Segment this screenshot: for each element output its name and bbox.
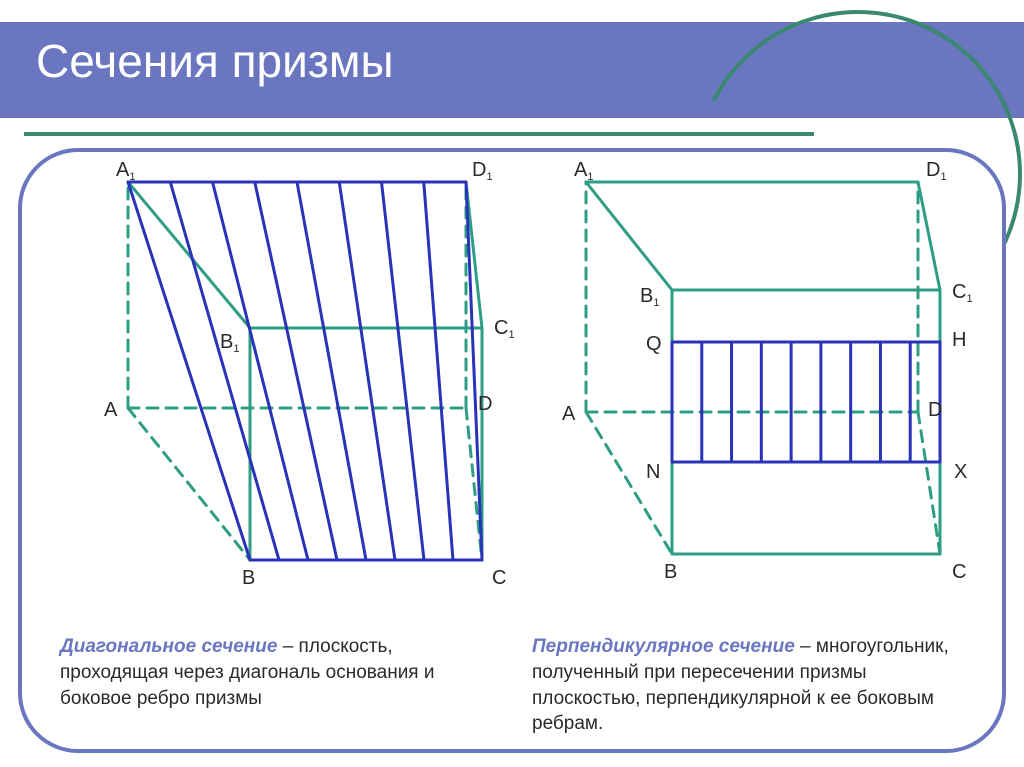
svg-text:A: A [562, 403, 576, 425]
caption-perpendicular-lead: Перпендикулярное сечение [532, 636, 795, 657]
prisms-svg: A B C D A1 B1 C1 D1 A B C D A1 B1 C1 D1 Q H N X [22, 150, 1002, 590]
svg-text:H: H [952, 329, 966, 351]
svg-text:D: D [928, 399, 942, 421]
page-title: Сечения призмы [36, 34, 394, 88]
svg-text:A: A [104, 399, 118, 421]
svg-text:Q: Q [646, 333, 662, 355]
svg-text:B: B [242, 567, 255, 589]
svg-text:C1: C1 [952, 281, 973, 305]
header-rule [24, 132, 814, 136]
caption-perpendicular: Перпендикулярное сечение – многоугольник… [532, 634, 964, 737]
caption-diagonal-lead: Диагональное сечение [60, 636, 277, 657]
svg-text:X: X [954, 461, 967, 483]
content-frame: A B C D A1 B1 C1 D1 A B C D A1 B1 C1 D1 Q H N X Диагональн… [18, 148, 1006, 753]
svg-text:D1: D1 [926, 159, 947, 183]
captions-row: Диагональное сечение – плоскость, проход… [22, 634, 1002, 737]
svg-text:D1: D1 [472, 159, 493, 183]
svg-text:B1: B1 [640, 285, 659, 309]
svg-text:B: B [664, 561, 677, 583]
svg-text:A1: A1 [574, 159, 593, 183]
svg-text:C: C [952, 561, 966, 583]
svg-text:D: D [478, 393, 492, 415]
svg-text:C1: C1 [494, 317, 515, 341]
svg-text:B1: B1 [220, 331, 239, 355]
svg-text:A1: A1 [116, 159, 135, 183]
svg-text:N: N [646, 461, 660, 483]
svg-text:C: C [492, 567, 506, 589]
caption-diagonal: Диагональное сечение – плоскость, проход… [60, 634, 492, 737]
